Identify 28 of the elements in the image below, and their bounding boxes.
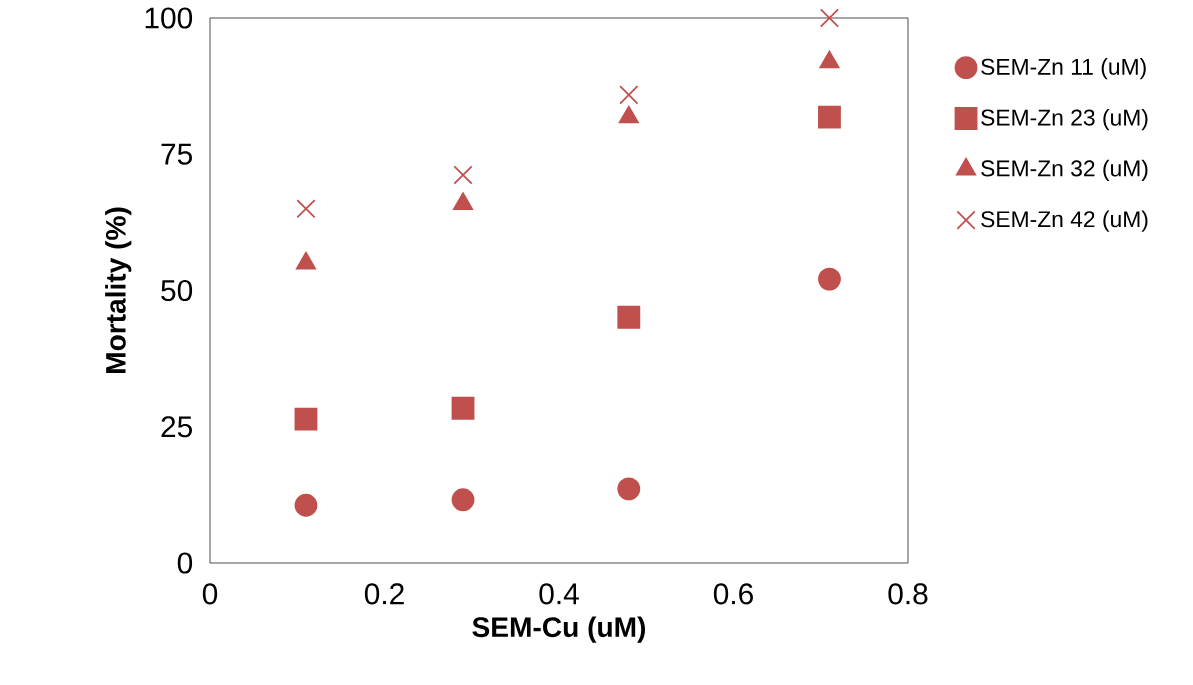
x-tick-label: 0.4 [539,583,579,605]
x-tick-label: 0 [202,583,218,605]
point [818,105,841,129]
point [453,165,473,185]
y-tick-label: 50 [161,279,193,302]
point [296,199,316,219]
y-tick-label: 100 [145,7,193,29]
point [451,488,475,512]
legend-label: SEM-Zn 23 (uM) [981,108,1148,131]
point [819,8,840,28]
point [818,267,841,291]
point [294,407,318,431]
legend-label: SEM-Zn 11 (uM) [981,58,1146,80]
point [294,493,318,517]
legend-label: SEM-Zn 32 (uM) [981,159,1148,182]
x-tick-label: 0.8 [888,583,928,605]
x-axis-title: SEM-Cu (uM) [472,616,646,643]
point [617,477,641,501]
y-tick-label: 25 [161,416,192,438]
x-tick-label: 0.6 [713,583,753,605]
point [617,305,641,329]
y-axis-title: Mortality (%) [105,207,132,373]
point [451,396,475,420]
x-tick-label: 0.2 [364,583,404,605]
y-tick-label: 0 [177,552,193,574]
y-tick-label: 75 [161,143,192,165]
legend-label: SEM-Zn 42 (uM) [981,210,1148,232]
point [619,85,639,105]
